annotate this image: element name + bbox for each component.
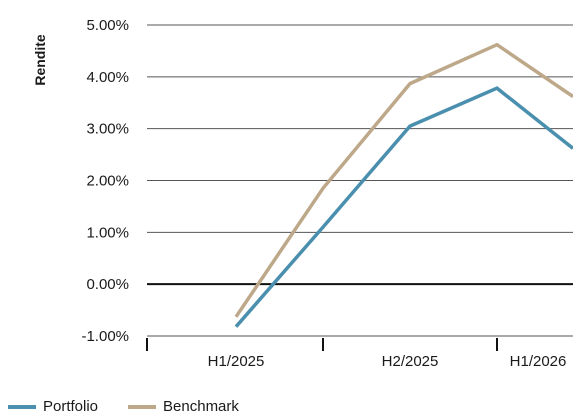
y-tick-label: 3.00%	[86, 121, 129, 138]
series-line-benchmark	[234, 42, 573, 318]
x-tick-label: H1/2025	[208, 353, 265, 370]
y-axis-tick-labels: 5.00% 4.00% 3.00% 2.00% 1.00% 0.00% -1.00%	[81, 17, 129, 345]
legend-label-benchmark: Benchmark	[163, 398, 239, 415]
y-tick-label: 2.00%	[86, 173, 129, 190]
series-line-portfolio	[234, 86, 573, 328]
x-tick-label: H2/2025	[382, 353, 439, 370]
y-tick-label: 4.00%	[86, 69, 129, 86]
y-tick-label: 5.00%	[86, 17, 129, 34]
y-axis-title: Rendite	[32, 34, 48, 86]
x-tick-label: H1/2026	[510, 353, 567, 370]
x-axis: H1/2025 H2/2025 H1/2026	[146, 338, 567, 370]
data-series	[234, 42, 573, 328]
y-tick-label: 0.00%	[86, 276, 129, 293]
y-tick-label: -1.00%	[81, 328, 129, 345]
y-tick-label: 1.00%	[86, 224, 129, 241]
legend-swatch-portfolio	[8, 404, 36, 409]
legend-item-benchmark: Benchmark	[128, 398, 239, 415]
legend-item-portfolio: Portfolio	[8, 398, 98, 415]
legend-swatch-benchmark	[128, 404, 157, 409]
gridlines	[147, 24, 573, 337]
legend-label-portfolio: Portfolio	[43, 398, 99, 415]
legend: Portfolio Benchmark	[8, 398, 269, 415]
